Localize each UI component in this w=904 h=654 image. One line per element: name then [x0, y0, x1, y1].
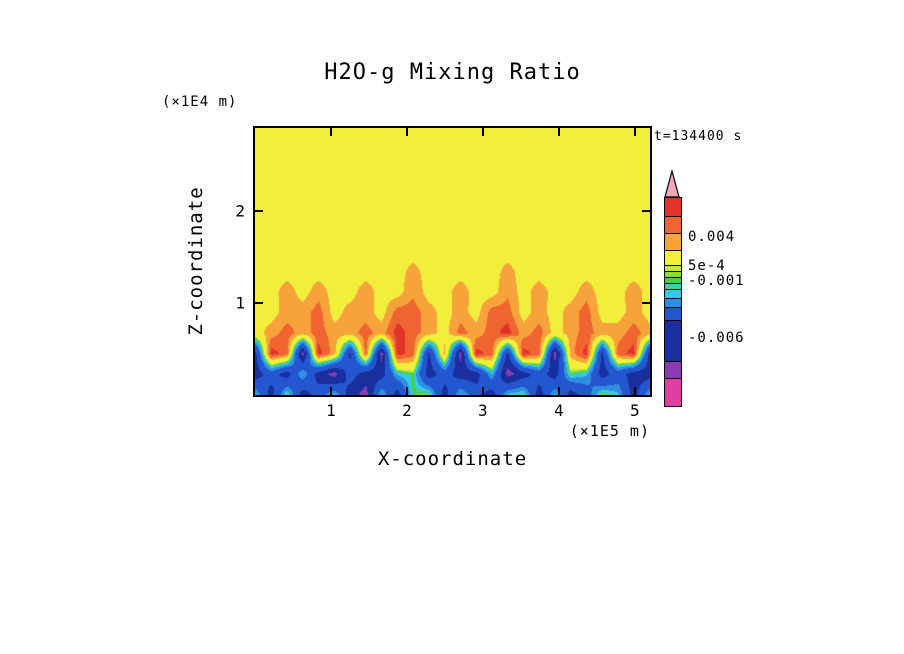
- colorbar-segment: [665, 378, 681, 406]
- colorbar-arrow-icon: [664, 170, 680, 198]
- z-tick: [642, 209, 650, 212]
- x-tick: [405, 387, 408, 395]
- colorbar-segment: [665, 289, 681, 298]
- x-tick: [557, 128, 560, 136]
- x-tick-label: 4: [554, 401, 564, 420]
- colorbar-segment: [665, 361, 681, 378]
- colorbar-segment: [665, 216, 681, 233]
- x-tick-label: 3: [478, 401, 488, 420]
- colorbar-segment: [665, 198, 681, 216]
- x-tick: [633, 387, 636, 395]
- x-tick-label: 1: [326, 401, 336, 420]
- colorbar-segment: [665, 283, 681, 289]
- x-axis-label: X-coordinate: [377, 448, 528, 470]
- plot-title: H2O-g Mixing Ratio: [324, 60, 581, 85]
- z-axis-label: Z-coordinate: [185, 186, 207, 336]
- x-tick-label: 2: [402, 401, 412, 420]
- x-tick: [405, 128, 408, 136]
- colorbar-segment: [665, 265, 681, 271]
- colorbar-segment: [665, 277, 681, 283]
- x-tick: [633, 128, 636, 136]
- colorbar-segment: [665, 307, 681, 320]
- colorbar-segment: [665, 271, 681, 277]
- z-tick: [255, 209, 263, 212]
- heatmap-canvas: [255, 128, 650, 395]
- x-tick: [557, 387, 560, 395]
- z-tick: [255, 301, 263, 304]
- x-tick-label: 5: [629, 401, 640, 420]
- z-tick-label: 2: [235, 201, 245, 221]
- plot-frame: [253, 126, 652, 397]
- colorbar-label: -0.001: [688, 273, 745, 289]
- colorbar-label: 5e-4: [688, 258, 726, 274]
- colorbar-segment: [665, 233, 681, 250]
- colorbar-segment: [665, 320, 681, 361]
- x-tick: [481, 387, 484, 395]
- colorbar-label: -0.006: [688, 330, 745, 346]
- colorbar-segment: [665, 298, 681, 307]
- z-tick-label: 1: [235, 293, 245, 313]
- x-tick: [329, 387, 332, 395]
- colorbar-segment: [665, 250, 681, 265]
- z-tick: [642, 301, 650, 304]
- x-units-label: (×1E5 m): [569, 422, 650, 440]
- colorbar-label: 0.004: [688, 229, 736, 245]
- x-tick: [329, 128, 332, 136]
- time-label: t=134400 s: [654, 129, 743, 144]
- colorbar-segments: [664, 197, 682, 407]
- x-tick: [481, 128, 484, 136]
- z-units-label: (×1E4 m): [162, 94, 238, 110]
